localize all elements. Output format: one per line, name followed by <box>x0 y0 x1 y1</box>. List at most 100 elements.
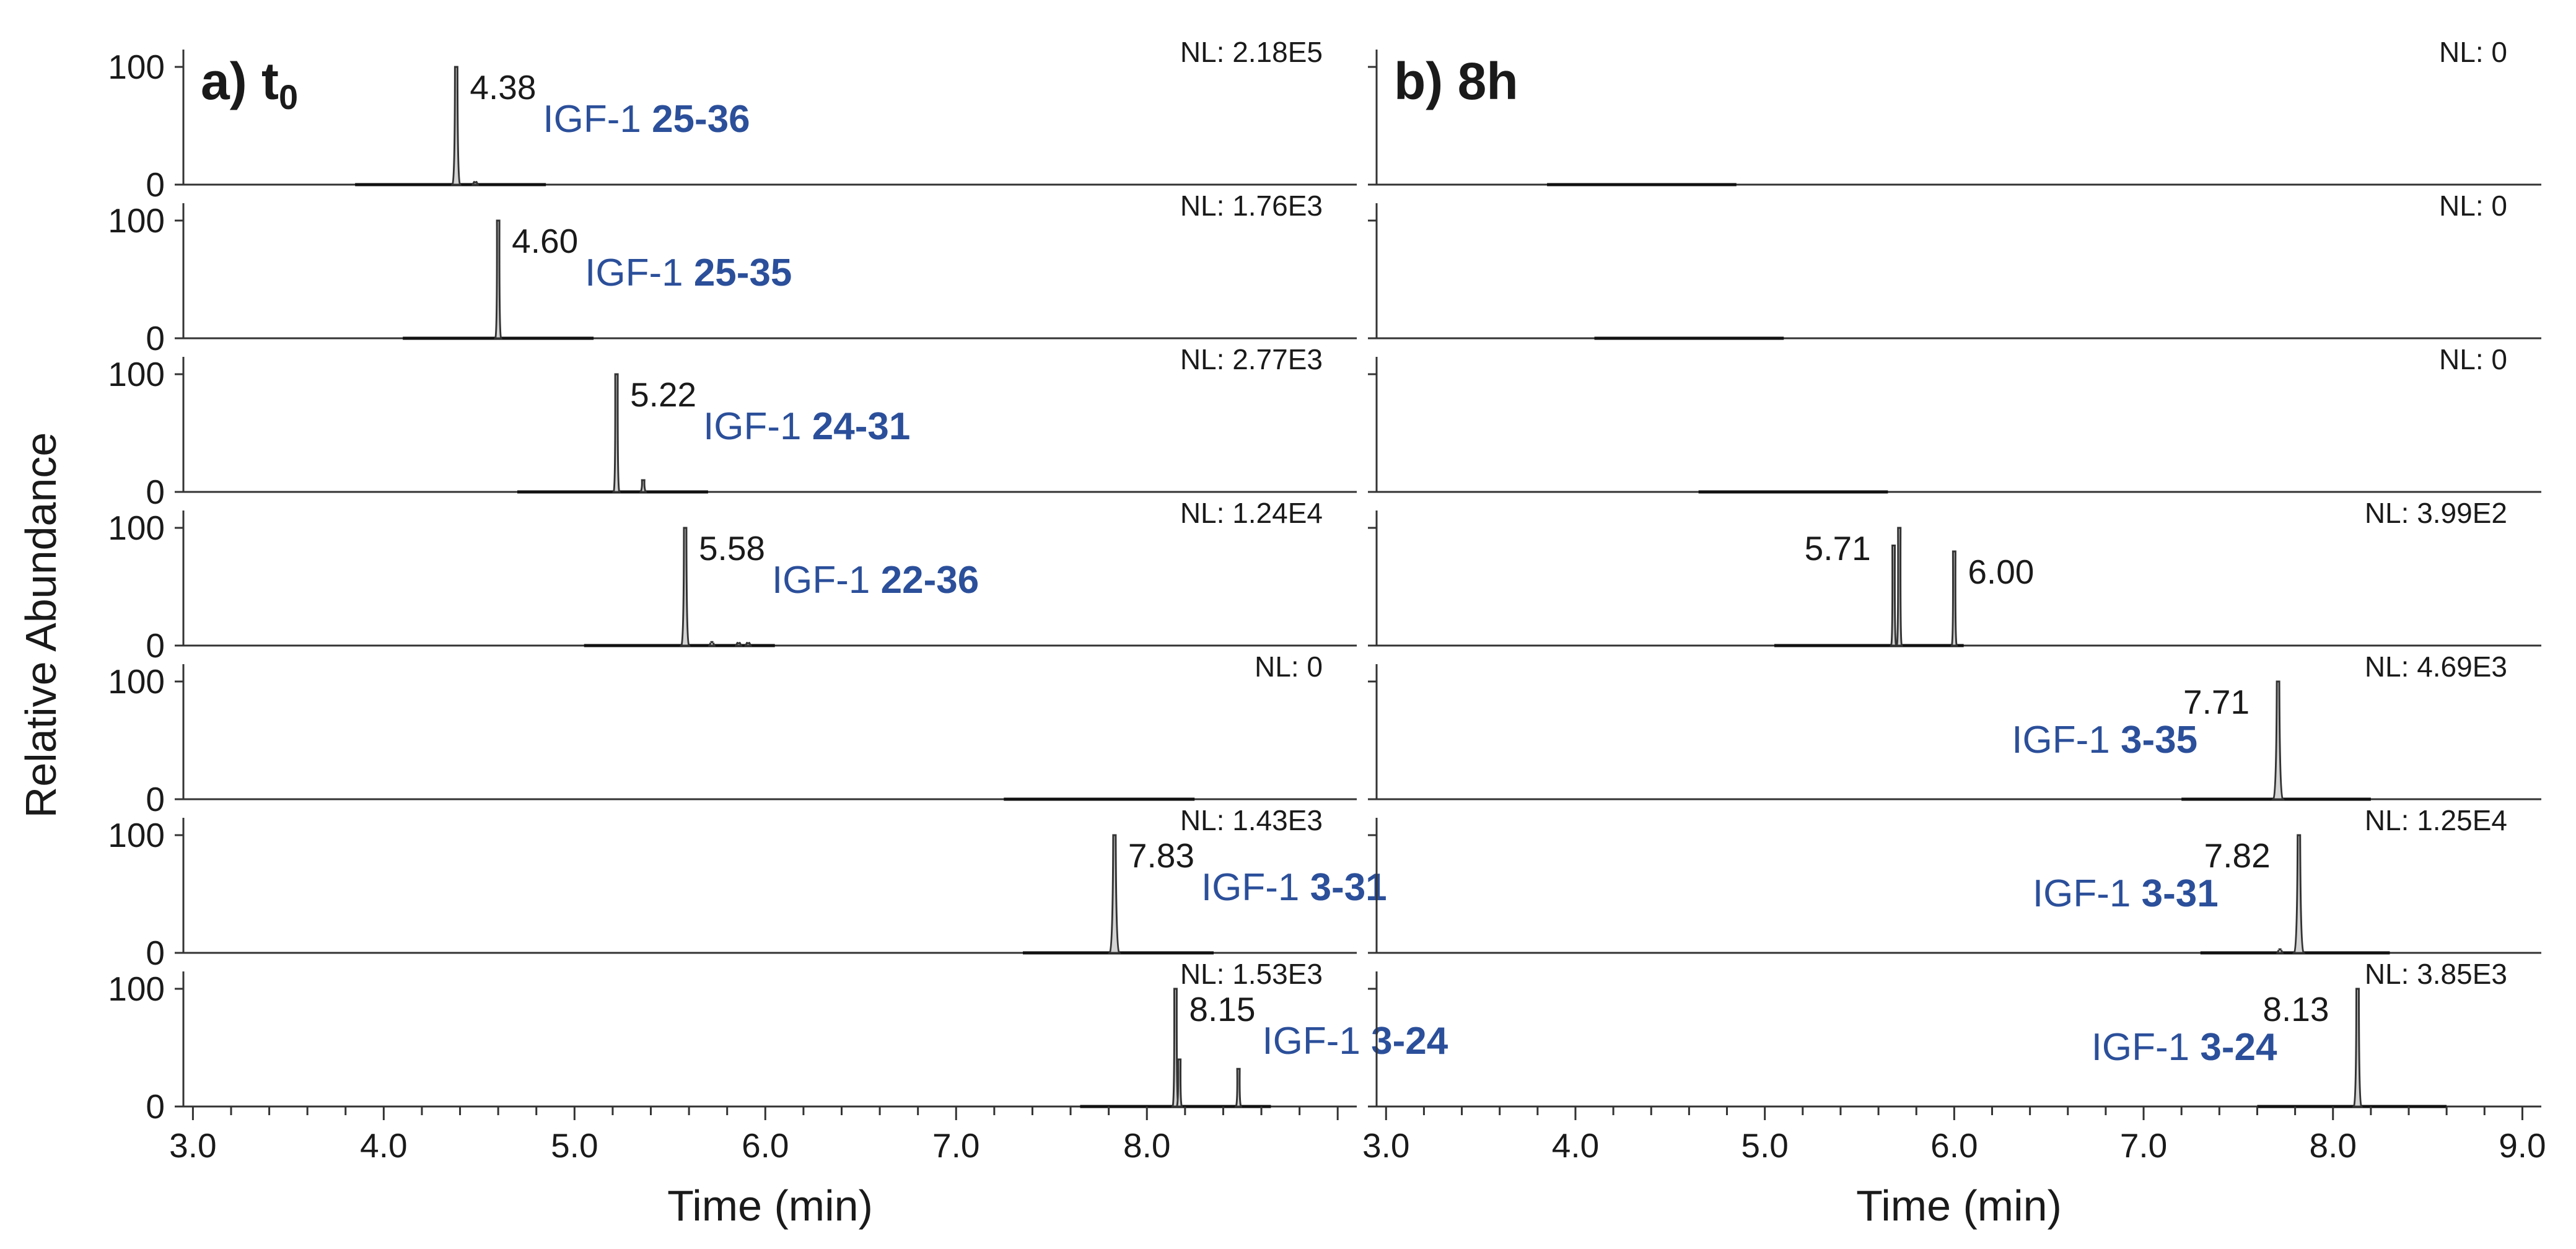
y-tick-label: 100 <box>108 48 165 86</box>
nl-label: NL: 3.85E3 <box>2365 958 2507 990</box>
x-tick-label: 6.0 <box>742 1126 789 1165</box>
panel-label: a) t0 <box>201 52 298 116</box>
peak <box>734 642 743 647</box>
peak <box>2271 680 2285 800</box>
trace-1: 0 100 4.38 NL: 2.18E5 IGF-1 25-36 <box>108 36 1357 204</box>
compound-label-prefix: IGF-1 <box>1201 866 1310 909</box>
y-tick-label: 0 <box>146 473 165 511</box>
compound-label-prefix: IGF-1 <box>2033 872 2142 915</box>
y-tick-label: 0 <box>146 319 165 357</box>
compound-label: IGF-1 24-31 <box>703 405 910 448</box>
compound-label: IGF-1 3-24 <box>1262 1020 1448 1063</box>
peak-rt-label: 7.82 <box>2204 836 2271 875</box>
y-tick-label: 100 <box>108 355 165 393</box>
nl-label: NL: 1.76E3 <box>1180 190 1323 222</box>
compound-label-prefix: IGF-1 <box>2012 719 2121 761</box>
nl-label: NL: 0 <box>2439 190 2507 222</box>
compound-label-range: 25-36 <box>652 98 750 141</box>
compound-label: IGF-1 3-35 <box>2012 719 2197 761</box>
peak-rt-label: 8.15 <box>1189 990 1255 1028</box>
compound-label: IGF-1 25-35 <box>585 252 792 294</box>
trace-3: NL: 0 <box>1368 343 2541 494</box>
panel-label-subscript: 0 <box>279 77 298 116</box>
compound-label-range: 24-31 <box>812 405 911 448</box>
peak <box>2292 834 2306 954</box>
trace-2: 0 100 4.60 NL: 1.76E3 IGF-1 25-35 <box>108 190 1357 357</box>
y-tick-label: 0 <box>146 934 165 972</box>
nl-label: NL: 1.53E3 <box>1180 958 1323 990</box>
y-tick-label: 100 <box>108 662 165 701</box>
y-tick-label: 100 <box>108 201 165 240</box>
peak <box>680 527 691 647</box>
peak <box>1108 834 1121 954</box>
compound-label-prefix: IGF-1 <box>543 98 652 141</box>
x-tick-label: 3.0 <box>1362 1126 1409 1165</box>
x-tick-label: 4.0 <box>360 1126 407 1165</box>
nl-label: NL: 3.99E2 <box>2365 497 2507 529</box>
compound-label-prefix: IGF-1 <box>585 252 694 294</box>
compound-label: IGF-1 3-31 <box>1201 866 1387 909</box>
peak-rt-label: 7.71 <box>2183 683 2250 721</box>
x-tick-label: 9.0 <box>2499 1126 2546 1165</box>
x-tick-label: 7.0 <box>2120 1126 2167 1165</box>
nl-label: NL: 0 <box>2439 343 2507 375</box>
peak <box>1895 527 1903 647</box>
compound-label: IGF-1 25-36 <box>543 98 750 141</box>
compound-label-range: 3-31 <box>2142 872 2219 915</box>
trace-4: 5.71 6.00 NL: 3.99E2 <box>1368 497 2541 647</box>
x-tick-label: 7.0 <box>932 1126 979 1165</box>
peak <box>450 66 462 186</box>
peak <box>2352 988 2364 1108</box>
compound-label-prefix: IGF-1 <box>772 559 881 602</box>
nl-label: NL: 2.18E5 <box>1180 36 1323 68</box>
peak-rt-label: 5.58 <box>699 529 765 568</box>
peak-rt-label: 5.22 <box>630 375 696 414</box>
y-axis-label: Relative Abundance <box>17 432 65 818</box>
x-tick-label: 6.0 <box>1930 1126 1978 1165</box>
compound-label: IGF-1 3-31 <box>2033 872 2219 915</box>
peak <box>639 479 647 493</box>
nl-label: NL: 1.25E4 <box>2365 804 2507 836</box>
x-tick-label: 8.0 <box>1123 1126 1170 1165</box>
nl-label: NL: 1.24E4 <box>1180 497 1323 529</box>
panel-label: b) 8h <box>1394 52 1518 110</box>
compound-label-prefix: IGF-1 <box>1262 1020 1371 1063</box>
peak <box>1175 1058 1183 1108</box>
peak <box>612 373 621 493</box>
compound-label-range: 3-31 <box>1310 866 1387 909</box>
trace-2: NL: 0 <box>1368 190 2541 340</box>
trace-4: 0 100 5.58 NL: 1.24E4 IGF-1 22-36 <box>108 497 1357 665</box>
peak <box>1234 1067 1243 1108</box>
compound-label-prefix: IGF-1 <box>703 405 812 448</box>
nl-label: NL: 0 <box>1255 651 1323 683</box>
peak <box>1890 545 1898 647</box>
y-tick-label: 100 <box>108 970 165 1008</box>
trace-3: 0 100 5.22 NL: 2.77E3 IGF-1 24-31 <box>108 343 1357 511</box>
x-axis-title: Time (min) <box>667 1181 873 1230</box>
nl-label: NL: 0 <box>2439 36 2507 68</box>
peak <box>494 219 503 340</box>
compound-label-prefix: IGF-1 <box>2092 1026 2201 1069</box>
x-tick-label: 5.0 <box>551 1126 598 1165</box>
y-tick-label: 0 <box>146 780 165 818</box>
peak-rt-label: 6.00 <box>1968 553 2034 591</box>
panel-b-8h: NL: 0 NL: 0 NL: 0 5.71 6.00 NL: 3.99E2 7.71 NL:… <box>1362 36 2546 1230</box>
y-tick-label: 0 <box>146 626 165 665</box>
trace-7: 8.13 NL: 3.85E3 IGF-1 3-24 <box>1368 958 2541 1108</box>
peak-rt-label: 4.60 <box>512 222 578 260</box>
peak-rt-label: 5.71 <box>1805 529 1871 568</box>
trace-1: NL: 0 <box>1368 36 2541 186</box>
peak-rt-label: 4.38 <box>470 68 536 107</box>
y-tick-label: 100 <box>108 509 165 547</box>
panel-label-text: b) 8h <box>1394 52 1518 110</box>
y-tick-label: 0 <box>146 165 165 204</box>
y-tick-label: 100 <box>108 816 165 854</box>
peak <box>708 641 716 647</box>
trace-6: 7.82 NL: 1.25E4 IGF-1 3-31 <box>1368 804 2541 955</box>
peak <box>471 181 480 186</box>
nl-label: NL: 2.77E3 <box>1180 343 1323 375</box>
